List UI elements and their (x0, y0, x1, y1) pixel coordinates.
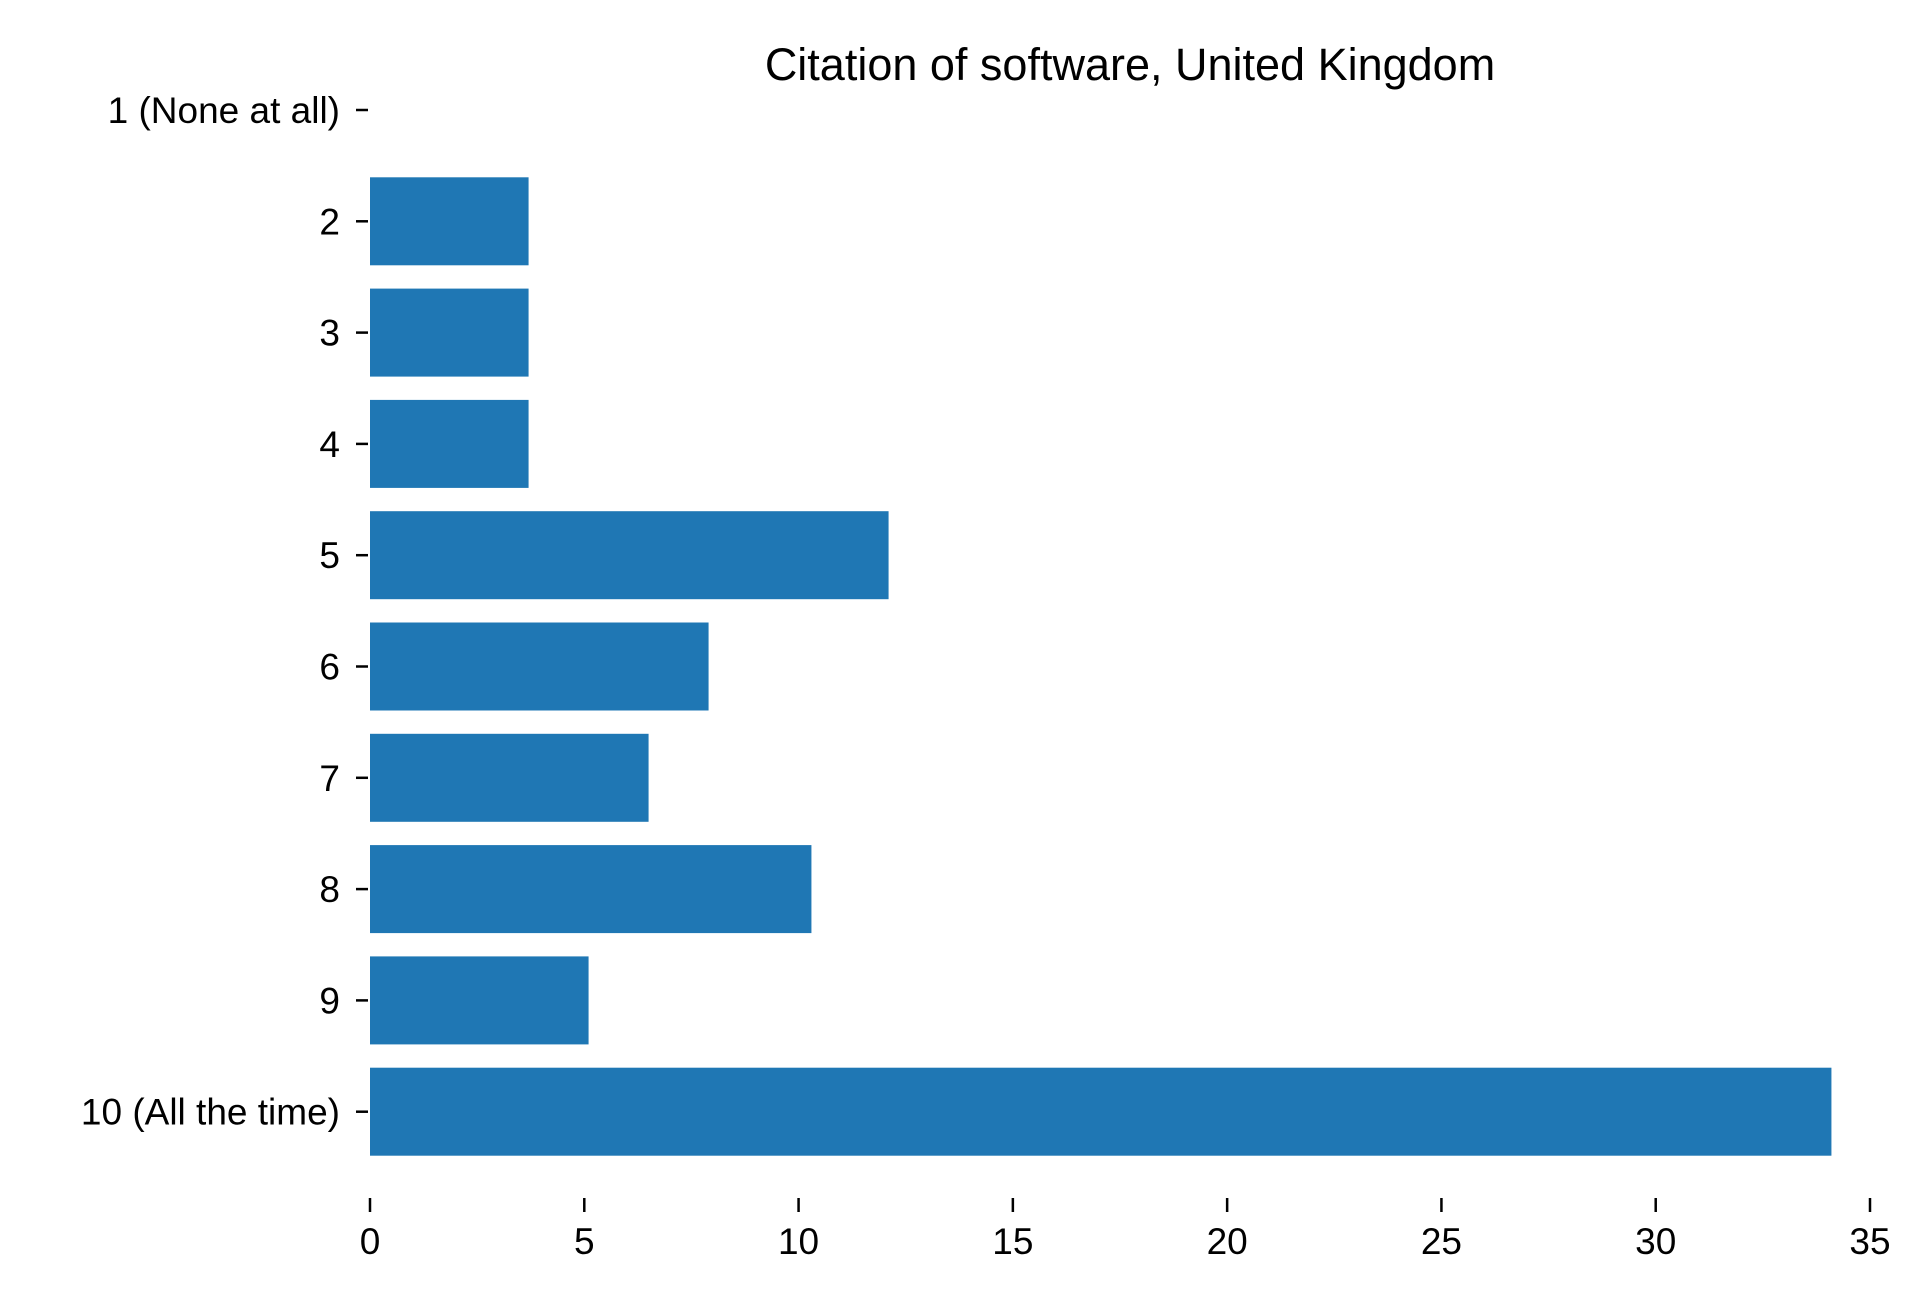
bar (370, 399, 529, 488)
x-tick-label: 10 (778, 1221, 819, 1262)
chart-title: Citation of software, United Kingdom (765, 39, 1495, 90)
bar (370, 845, 812, 934)
y-tick-label: 6 (319, 647, 340, 688)
y-tick-label: 9 (319, 980, 340, 1021)
x-tick-label: 30 (1635, 1221, 1676, 1262)
y-axis: 1 (None at all) 2 3 4 5 6 7 8 9 10 (All the time) (81, 90, 368, 1133)
x-tick-label: 15 (992, 1221, 1033, 1262)
y-tick-label: 1 (None at all) (108, 90, 340, 131)
x-tick-label: 20 (1207, 1221, 1248, 1262)
bar (370, 733, 649, 822)
y-tick-label: 8 (319, 869, 340, 910)
bar (370, 177, 529, 266)
y-tick-label: 7 (319, 758, 340, 799)
bar (370, 1067, 1832, 1156)
y-tick-label: 3 (319, 313, 340, 354)
bar (370, 288, 529, 377)
x-tick-label: 5 (574, 1221, 595, 1262)
x-tick-label: 25 (1421, 1221, 1462, 1262)
x-tick-label: 35 (1849, 1221, 1890, 1262)
y-tick-label: 10 (All the time) (81, 1092, 340, 1133)
y-tick-label: 2 (319, 201, 340, 242)
bar (370, 511, 889, 600)
x-axis: 0 5 10 15 20 25 30 35 (360, 1198, 1891, 1262)
y-tick-label: 5 (319, 535, 340, 576)
x-tick-label: 0 (360, 1221, 381, 1262)
y-tick-label: 4 (319, 424, 340, 465)
bar (370, 622, 709, 711)
bars-layer (370, 177, 1832, 1156)
bar (370, 956, 589, 1045)
